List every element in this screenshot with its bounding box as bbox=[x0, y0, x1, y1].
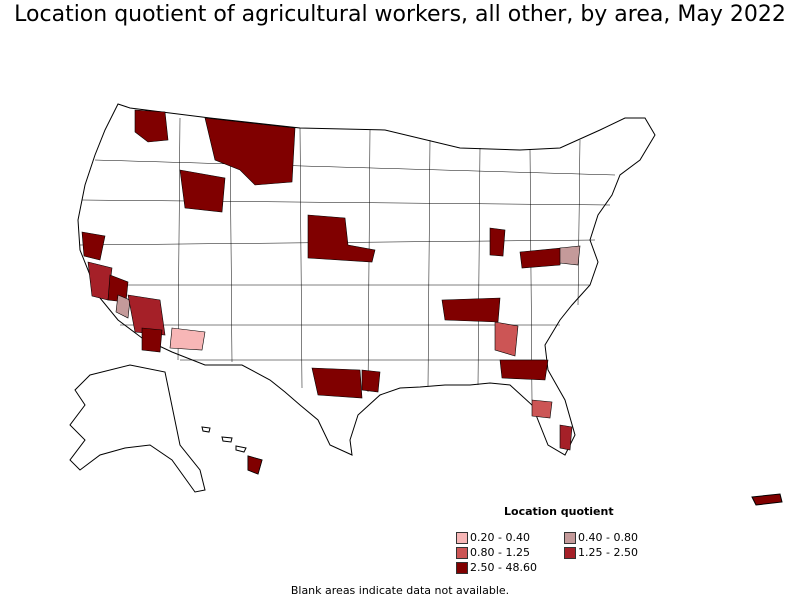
legend-swatch bbox=[456, 562, 468, 574]
footnote: Blank areas indicate data not available. bbox=[290, 584, 510, 597]
map-title: Location quotient of agricultural worker… bbox=[14, 2, 786, 27]
alaska-outline bbox=[69, 364, 206, 493]
area-nebraska bbox=[307, 214, 376, 263]
legend-swatch bbox=[564, 532, 576, 544]
area-washington bbox=[134, 109, 169, 143]
area-arizona-west bbox=[127, 294, 166, 336]
legend-label: 0.20 - 0.40 bbox=[470, 531, 530, 544]
legend-label: 0.80 - 1.25 bbox=[470, 546, 530, 559]
area-florida-south bbox=[559, 424, 573, 451]
area-indiana bbox=[489, 227, 506, 257]
area-tennessee bbox=[441, 297, 501, 323]
area-florida-west bbox=[531, 399, 553, 419]
map-base bbox=[69, 103, 783, 506]
legend-swatch bbox=[564, 547, 576, 559]
area-arizona-south bbox=[141, 327, 163, 353]
legend-label: 2.50 - 48.60 bbox=[470, 561, 537, 574]
area-idaho-wyoming bbox=[179, 169, 226, 213]
area-kentucky bbox=[519, 247, 563, 269]
shaded-areas bbox=[81, 109, 581, 475]
puerto-rico-outline bbox=[751, 493, 783, 506]
area-georgia-south bbox=[499, 359, 549, 381]
area-hawaii-big-island bbox=[247, 455, 263, 475]
area-arizona-central bbox=[169, 327, 206, 351]
legend-swatch bbox=[456, 547, 468, 559]
area-georgia-north bbox=[494, 321, 519, 357]
area-virginia bbox=[559, 245, 581, 266]
legend-swatch bbox=[456, 532, 468, 544]
legend-label: 1.25 - 2.50 bbox=[578, 546, 638, 559]
area-boundaries bbox=[79, 117, 616, 401]
area-california-desert bbox=[115, 294, 131, 319]
area-montana bbox=[204, 117, 296, 186]
area-texas-east bbox=[361, 369, 381, 393]
legend-title: Location quotient bbox=[504, 505, 614, 518]
legend-label: 0.40 - 0.80 bbox=[578, 531, 638, 544]
area-california-north bbox=[81, 231, 106, 261]
area-texas-central bbox=[311, 367, 363, 399]
